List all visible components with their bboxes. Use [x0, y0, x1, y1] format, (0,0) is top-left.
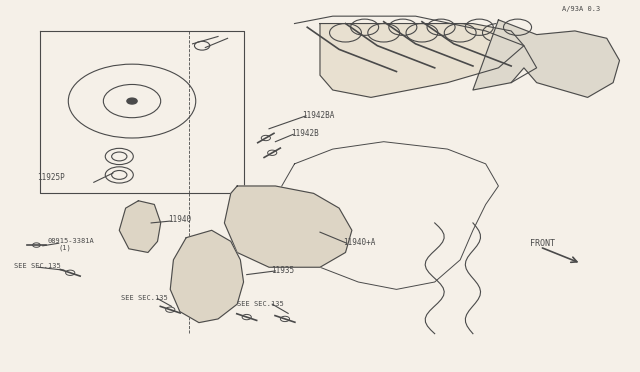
- Polygon shape: [320, 23, 524, 97]
- Text: 11925P: 11925P: [37, 173, 65, 182]
- Text: 11940: 11940: [168, 215, 191, 224]
- Polygon shape: [473, 20, 620, 97]
- Polygon shape: [225, 186, 352, 267]
- Text: FRONT: FRONT: [531, 239, 556, 248]
- Text: SEE SEC.135: SEE SEC.135: [121, 295, 168, 301]
- Polygon shape: [170, 230, 244, 323]
- Circle shape: [127, 98, 137, 104]
- Text: SEE SEC.135: SEE SEC.135: [14, 263, 61, 269]
- Text: 11942BA: 11942BA: [302, 110, 335, 120]
- Text: 11940+A: 11940+A: [344, 238, 376, 247]
- Polygon shape: [119, 201, 161, 253]
- Text: A/93A 0.3: A/93A 0.3: [562, 6, 600, 13]
- Text: 11935: 11935: [271, 266, 294, 275]
- Text: (1): (1): [59, 245, 72, 251]
- Text: SEE SEC.135: SEE SEC.135: [237, 301, 284, 307]
- Text: 11942B: 11942B: [291, 129, 319, 138]
- Text: 08915-3381A: 08915-3381A: [48, 238, 95, 244]
